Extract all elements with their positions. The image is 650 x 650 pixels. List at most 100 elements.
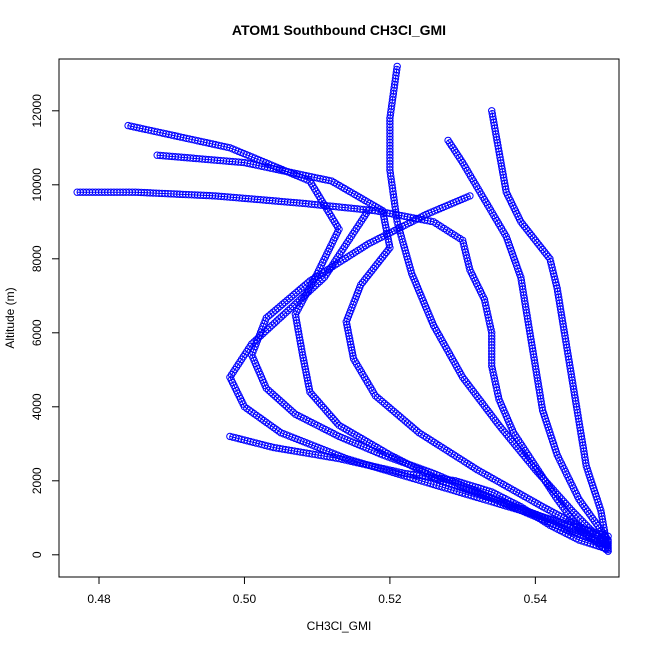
data-point [393, 62, 401, 71]
data-point [401, 417, 409, 425]
data-point [369, 264, 378, 273]
data-point [390, 407, 398, 415]
data-point [321, 406, 330, 414]
data-point [267, 388, 275, 396]
data-point [327, 412, 335, 421]
data-point [477, 397, 485, 405]
data-point [535, 470, 544, 478]
data-point [368, 267, 376, 275]
data-point [594, 521, 602, 530]
data-point [373, 260, 381, 268]
data-point [366, 269, 374, 277]
data-point [522, 225, 530, 233]
data-point [299, 354, 307, 362]
data-point [475, 395, 483, 403]
x-tick-label: 0.52 [378, 592, 402, 606]
data-point [574, 513, 582, 521]
data-point [301, 362, 309, 371]
data-point [347, 340, 355, 349]
data-point [271, 392, 279, 400]
data-point [541, 477, 550, 485]
data-point [529, 463, 538, 472]
data-point [380, 399, 389, 408]
data-point [306, 388, 314, 396]
data-point [344, 329, 353, 337]
data-point [278, 300, 287, 309]
y-tick-label: 2000 [30, 467, 44, 494]
data-point [444, 136, 452, 145]
data-point [304, 379, 312, 388]
data-point [303, 374, 311, 382]
data-point [76, 188, 84, 196]
data-point [343, 320, 351, 329]
data-point [73, 188, 81, 196]
x-tick-label: 0.50 [233, 592, 257, 606]
data-point [380, 215, 389, 223]
data-point [325, 410, 334, 418]
y-tick-label: 12000 [30, 94, 44, 128]
data-point [312, 394, 320, 403]
data-point [273, 317, 281, 325]
data-point [396, 413, 405, 421]
data-point [542, 250, 550, 258]
data-point [491, 416, 500, 425]
data-point [527, 461, 536, 469]
series-8 [226, 207, 612, 540]
data-point [551, 488, 560, 497]
series-line [127, 125, 609, 545]
data-point [572, 511, 580, 519]
data-point [533, 468, 542, 476]
data-point [537, 243, 545, 251]
data-point [497, 423, 505, 432]
data-point [604, 536, 612, 544]
data-point [544, 252, 552, 261]
data-point [348, 349, 357, 357]
data-point [520, 222, 529, 231]
data-point [284, 306, 292, 315]
data-point [317, 401, 326, 410]
data-point [285, 294, 293, 303]
data-point [311, 281, 320, 290]
data-point [257, 331, 265, 340]
data-point [301, 281, 310, 289]
data-point [580, 502, 588, 511]
data-point [315, 399, 324, 407]
data-point [602, 533, 611, 542]
data-point [124, 121, 132, 130]
data-point [343, 323, 352, 332]
data-point [288, 302, 297, 311]
data-point [273, 394, 282, 402]
data-point [371, 262, 380, 270]
data-point [468, 385, 476, 393]
data-point [276, 302, 284, 311]
y-tick-label: 8000 [30, 245, 44, 272]
data-point [261, 327, 270, 336]
data-point [531, 236, 540, 245]
data-point [345, 332, 353, 340]
data-point [382, 224, 390, 232]
data-point [277, 313, 285, 321]
data-point [298, 294, 306, 302]
data-point [269, 390, 277, 398]
data-point [540, 248, 549, 256]
data-point [499, 426, 507, 434]
data-point [535, 241, 543, 249]
data-point [385, 241, 394, 249]
data-point [269, 308, 277, 316]
data-point [585, 509, 593, 518]
data-point [345, 335, 354, 343]
data-point [313, 397, 322, 405]
data-point [264, 386, 273, 394]
data-point [153, 151, 161, 159]
data-point [299, 283, 307, 291]
data-point [588, 514, 597, 523]
data-point [283, 296, 291, 305]
data-point [383, 401, 391, 410]
data-point [248, 340, 256, 348]
data-point [489, 414, 498, 422]
series-2 [386, 62, 612, 552]
y-axis-label: Altitude (m) [3, 287, 17, 348]
data-point [464, 380, 472, 389]
data-point [305, 382, 313, 391]
